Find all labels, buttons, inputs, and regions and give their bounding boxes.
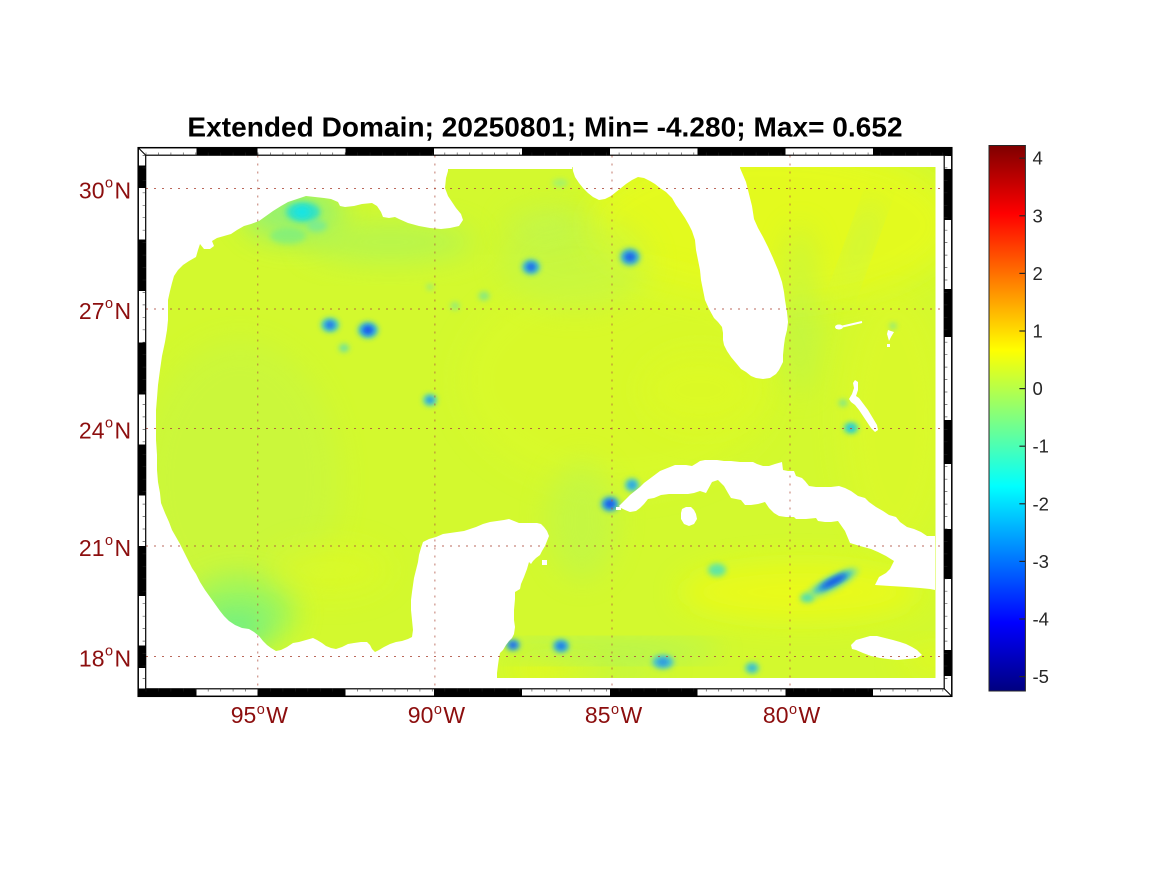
svg-text:o: o	[105, 644, 113, 660]
svg-text:o: o	[105, 296, 113, 312]
svg-text:95: 95	[231, 702, 257, 728]
svg-text:-2: -2	[1033, 493, 1049, 514]
svg-text:80: 80	[763, 702, 789, 728]
svg-text:W: W	[266, 702, 288, 728]
svg-text:o: o	[434, 702, 442, 718]
svg-text:W: W	[799, 702, 821, 728]
svg-text:W: W	[621, 702, 643, 728]
svg-text:4: 4	[1033, 148, 1043, 169]
svg-text:o: o	[105, 416, 113, 432]
svg-text:N: N	[115, 298, 132, 324]
svg-text:90: 90	[408, 702, 434, 728]
svg-text:o: o	[105, 533, 113, 549]
svg-text:2: 2	[1033, 263, 1043, 284]
svg-text:24: 24	[79, 418, 105, 444]
svg-text:27: 27	[79, 298, 105, 324]
svg-text:1: 1	[1033, 321, 1043, 342]
svg-text:85: 85	[585, 702, 611, 728]
svg-text:18: 18	[79, 646, 105, 672]
svg-text:-3: -3	[1033, 551, 1049, 572]
svg-text:Extended Domain; 20250801; Min: Extended Domain; 20250801; Min= -4.280; …	[187, 112, 902, 143]
svg-text:o: o	[257, 702, 265, 718]
svg-text:N: N	[115, 646, 132, 672]
svg-text:W: W	[443, 702, 465, 728]
svg-text:-4: -4	[1033, 609, 1049, 630]
svg-text:-5: -5	[1033, 666, 1049, 687]
svg-text:0: 0	[1033, 378, 1043, 399]
svg-text:N: N	[115, 535, 132, 561]
svg-text:o: o	[105, 176, 113, 192]
svg-text:3: 3	[1033, 205, 1043, 226]
svg-text:o: o	[611, 702, 619, 718]
svg-text:-1: -1	[1033, 436, 1049, 457]
svg-text:21: 21	[79, 535, 105, 561]
svg-text:30: 30	[79, 178, 105, 204]
svg-text:o: o	[789, 702, 797, 718]
svg-text:N: N	[115, 178, 132, 204]
svg-text:N: N	[115, 418, 132, 444]
